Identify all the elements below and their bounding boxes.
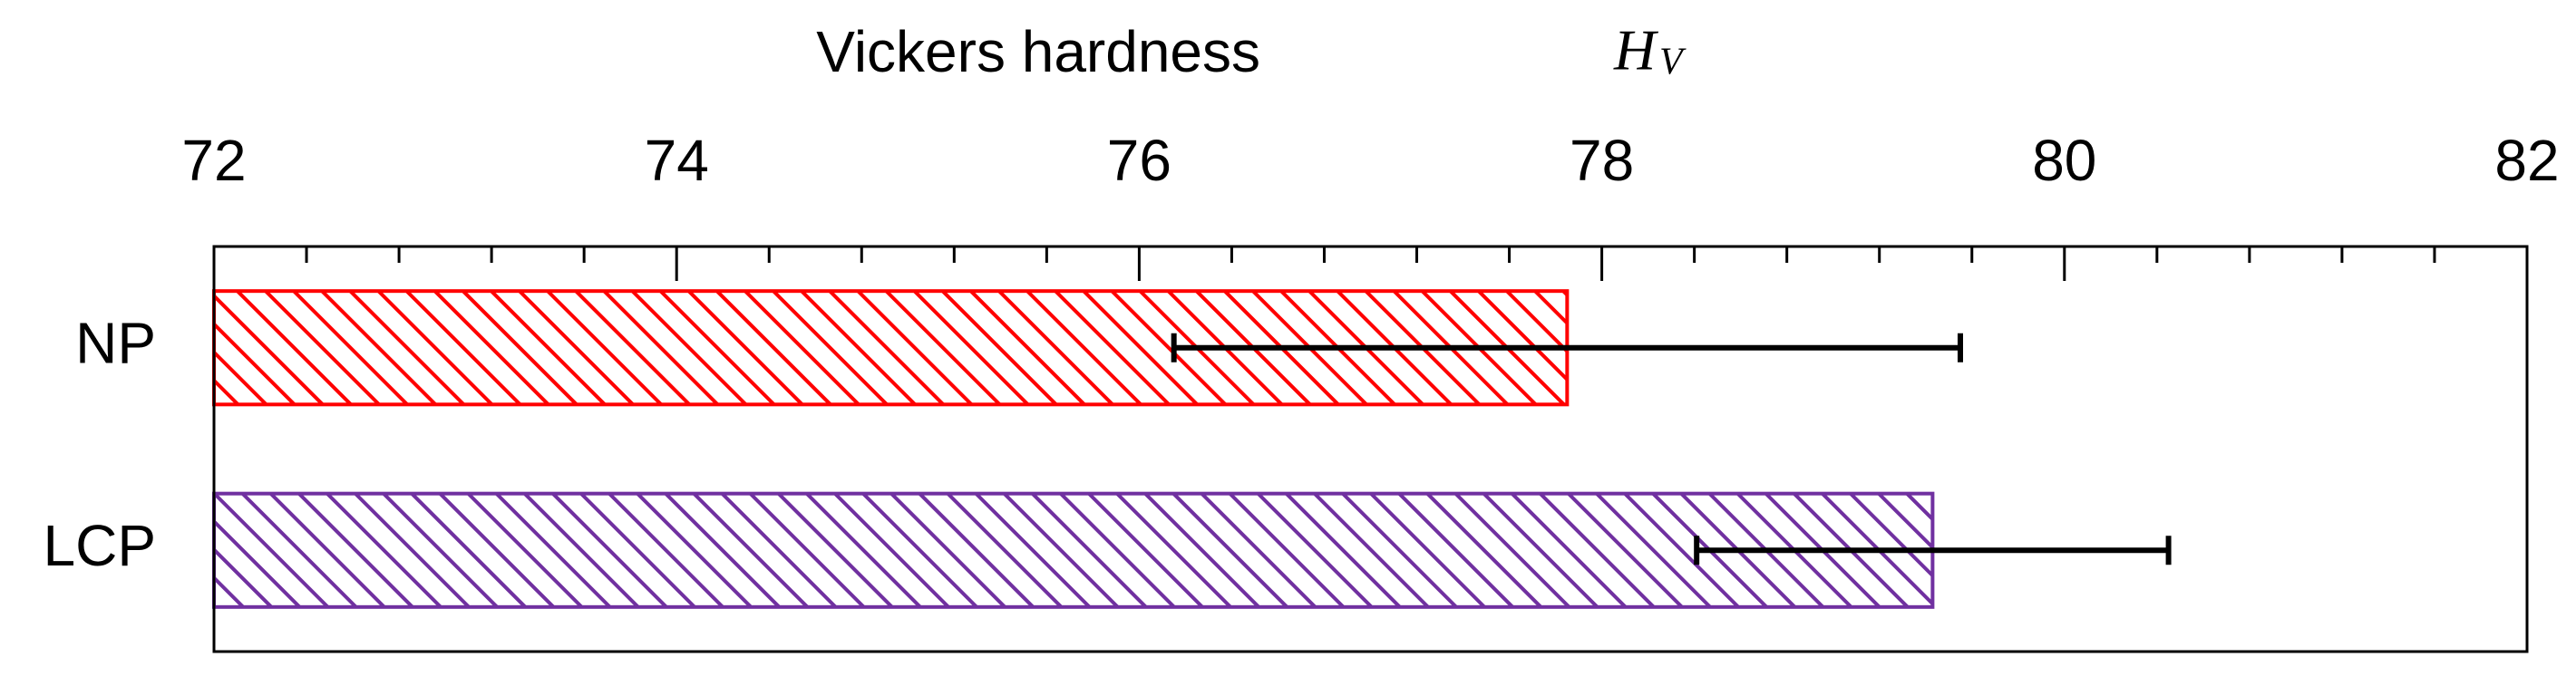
axis-title: Vickers hardness [816, 19, 1260, 84]
x-tick-label: 78 [1570, 128, 1634, 193]
error-bar [1171, 333, 1964, 362]
x-tick-label: 74 [645, 128, 709, 193]
plot-frame [212, 245, 2529, 653]
x-tick-label: 82 [2494, 128, 2559, 193]
error-bar [1694, 536, 2172, 565]
x-tick-label: 76 [1107, 128, 1171, 193]
axis-subscript: V [1659, 42, 1687, 83]
bar [212, 491, 1935, 609]
category-label: NP [75, 311, 156, 376]
category-label: LCP [44, 513, 157, 578]
x-tick-label: 72 [181, 128, 246, 193]
axis-symbol: H [1613, 18, 1659, 82]
x-tick-label: 80 [2032, 128, 2096, 193]
